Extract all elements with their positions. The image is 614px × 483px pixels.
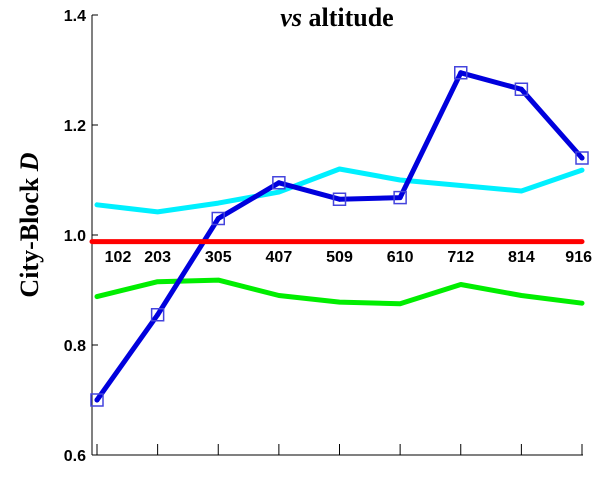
- data-point: [397, 195, 403, 201]
- y-tick-label: 1.0: [64, 228, 86, 245]
- data-point: [518, 86, 524, 92]
- x-tick-label: 305: [205, 249, 232, 266]
- data-point-marker: [90, 393, 104, 407]
- x-tick-label: 102: [105, 249, 132, 266]
- chart-title-italic: vs: [280, 3, 302, 32]
- data-point: [458, 70, 464, 76]
- data-point: [579, 155, 585, 161]
- data-point: [276, 180, 282, 186]
- series-line: [94, 166, 585, 215]
- x-tick-label: 916: [565, 249, 592, 266]
- data-point-marker: [211, 211, 225, 226]
- y-tick-label: 0.8: [64, 338, 86, 355]
- series-layer: [89, 66, 589, 407]
- x-tick-label: 610: [387, 249, 414, 266]
- series-line: [94, 70, 585, 403]
- x-tick-label: 712: [447, 249, 474, 266]
- x-tick-label: 203: [144, 249, 171, 266]
- chart-title-rest: altitude: [302, 3, 394, 32]
- x-tick-label: 407: [266, 249, 293, 266]
- data-point-marker: [393, 190, 407, 205]
- data-point: [94, 397, 100, 403]
- x-tick-label: 814: [508, 249, 535, 266]
- x-tick-label: 509: [326, 249, 353, 266]
- y-axis-label-main: City-Block: [15, 171, 44, 297]
- y-axis-label: City-Block D: [15, 152, 44, 297]
- data-point: [337, 196, 342, 202]
- data-point: [215, 216, 221, 221]
- x-tick-labels: 102 203 305 407 509 610 712 814 916: [105, 249, 592, 266]
- x-ticks: [96, 444, 583, 455]
- data-point-marker: [332, 192, 347, 206]
- data-point: [155, 312, 161, 318]
- y-axis-label-italic: D: [15, 152, 44, 172]
- data-point-marker: [575, 151, 589, 165]
- y-ticks: 0.6 0.8 1.0 1.2 1.4: [64, 8, 98, 465]
- y-tick-label: 0.6: [64, 448, 86, 465]
- y-tick-label: 1.4: [64, 8, 86, 25]
- data-point-marker: [150, 308, 165, 322]
- data-point-marker: [454, 66, 468, 80]
- y-tick-label: 1.2: [64, 118, 86, 135]
- data-point-marker: [272, 176, 286, 190]
- chart-title: vs altitude: [280, 3, 393, 32]
- data-point-marker: [514, 82, 529, 96]
